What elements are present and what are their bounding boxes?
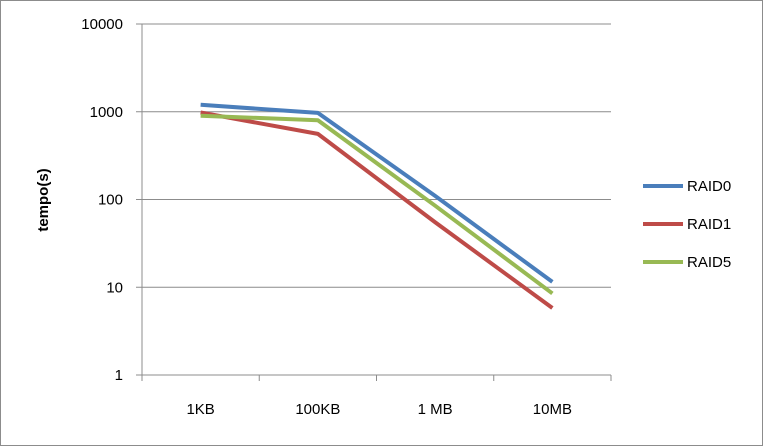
y-tick-label: 100 [98,192,123,209]
y-tick-label: 1 [115,367,123,384]
x-tick-label: 1KB [186,401,214,418]
gridlines [142,23,611,288]
series-line-raid0 [200,102,554,284]
y-tick-label: 1000 [90,104,123,121]
series-line-raid1 [200,110,554,310]
legend-label: RAID1 [687,216,731,233]
y-tick-labels: 1 10 100 1000 10000 [81,16,123,384]
x-tick-label: 1 MB [418,401,453,418]
x-tick-labels: 1KB 100KB 1 MB 10MB [186,401,572,418]
y-tick-label: 10 [106,279,123,296]
series-lines [200,102,554,310]
legend-label: RAID5 [687,254,731,271]
x-tick-label: 100KB [295,401,340,418]
axes [136,23,612,381]
x-tick-label: 10MB [533,401,572,418]
series-line-raid5 [200,113,554,296]
legend: RAID0 RAID1 RAID5 [643,178,731,271]
legend-label: RAID0 [687,178,731,195]
y-tick-label: 10000 [81,16,123,33]
y-axis-title: tempo(s) [35,168,52,231]
